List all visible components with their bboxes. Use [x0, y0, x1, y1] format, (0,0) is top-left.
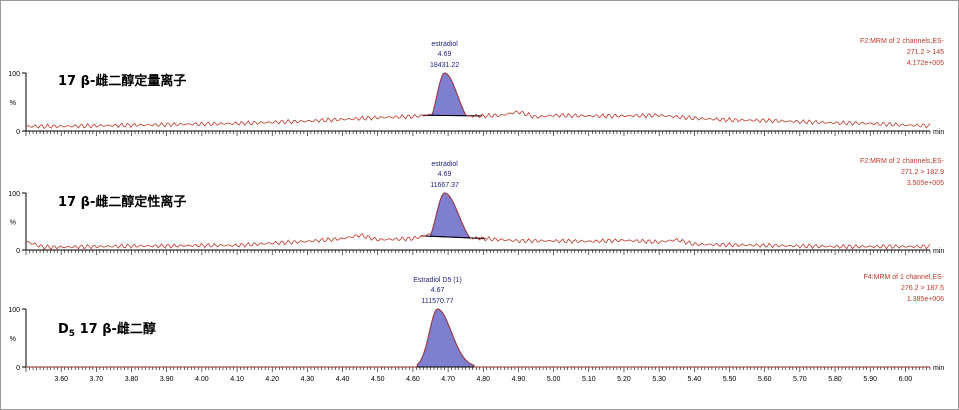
panel-3-header-line-3: 1.385e+006 [907, 296, 944, 303]
x-tick-label: 5.30 [652, 376, 666, 383]
panel-1-trace [25, 72, 931, 130]
panel-2-header-line-1: F2:MRM of 2 channels,ES- [860, 158, 945, 165]
panel-2-trace [25, 192, 931, 250]
x-tick-label: 4.60 [406, 376, 420, 383]
x-tick-label: 3.70 [90, 376, 104, 383]
panel-2-header-line-3: 3.505e+005 [907, 180, 944, 187]
panel-2-y-tick-label-100: 100 [8, 191, 20, 198]
panel-1-peak-baseline [422, 114, 483, 117]
x-tick-label: 5.50 [723, 376, 737, 383]
panel-1-header-line-3: 4.172e+005 [907, 60, 944, 67]
panel-1-x-unit-label: min [933, 129, 944, 136]
panel-1-peak-area-label: 18431.22 [430, 62, 459, 69]
x-tick-label: 4.40 [336, 376, 350, 383]
panel-3-y-axis-label: % [10, 336, 16, 343]
x-tick-label: 5.80 [828, 376, 842, 383]
panel-1-title: 17 β-雌二醇定量离子 [58, 74, 187, 89]
panel-1-y-tick-label-100: 100 [8, 71, 20, 78]
panel-2-peak-area-label: 11667.37 [430, 182, 459, 189]
panel-2-title: 17 β-雌二醇定性离子 [58, 195, 187, 210]
panel-1-header-line-2: 271.2 > 145 [907, 49, 944, 56]
panel-2-peak-rt: 4.69 [438, 171, 452, 178]
panel-2-x-unit-label: min [933, 248, 944, 255]
panel-3-header-line-2: 276.2 > 187.5 [901, 285, 944, 292]
panel-3-title: D5 17 β-雌二醇 [58, 322, 156, 339]
x-tick-label: 3.60 [54, 376, 68, 383]
x-tick-label: 5.40 [688, 376, 702, 383]
x-tick-label: 5.00 [547, 376, 561, 383]
x-tick-label: 4.00 [195, 376, 209, 383]
panel-2-y-tick-label-0: 0 [16, 248, 20, 255]
x-tick-label: 3.90 [160, 376, 174, 383]
panel-3-peak-area-label: 111570.77 [422, 298, 454, 305]
panel-3-peak-name: Estradiol D5 (1) [413, 277, 462, 284]
panel-1-header-line-1: F2:MRM of 2 channels,ES- [860, 38, 945, 45]
x-tick-label: 4.70 [441, 376, 455, 383]
panel-2-y-axis-label: % [10, 220, 16, 227]
x-tick-label: 5.10 [582, 376, 596, 383]
panel-1-y-axis-label: % [10, 100, 16, 107]
x-tick-label: 4.30 [301, 376, 315, 383]
x-tick-label: 3.80 [125, 376, 139, 383]
x-tick-label: 5.20 [617, 376, 631, 383]
x-tick-label: 4.10 [230, 376, 244, 383]
panel-1-peak-rt: 4.69 [438, 51, 452, 58]
panel-3-y-tick-label-0: 0 [16, 365, 20, 372]
x-tick-label: 4.50 [371, 376, 385, 383]
x-tick-label: 5.70 [793, 376, 807, 383]
x-tick-label: 5.60 [758, 376, 772, 383]
panel-3-y-tick-label-100: 100 [8, 307, 20, 314]
x-tick-label: 4.90 [512, 376, 526, 383]
x-tick-label: 5.90 [863, 376, 877, 383]
panel-3-peak-rt: 4.67 [431, 287, 445, 294]
panel-1-peak-name: estradiol [431, 41, 458, 48]
panel-2-peak-area [422, 192, 484, 240]
panel-2-peak-name: estradiol [431, 161, 458, 168]
x-tick-label: 4.80 [476, 376, 490, 383]
x-tick-label: 4.20 [265, 376, 279, 383]
panel-2-header-line-2: 271.2 > 182.9 [901, 169, 944, 176]
panel-1-y-tick-label-0: 0 [16, 129, 20, 136]
panel-3-header-line-1: F4:MRM of 1 channel,ES- [863, 274, 944, 281]
x-tick-label: 6.00 [899, 376, 913, 383]
panel-3-trace [26, 308, 930, 368]
panel-3-x-unit-label: min [933, 365, 944, 372]
